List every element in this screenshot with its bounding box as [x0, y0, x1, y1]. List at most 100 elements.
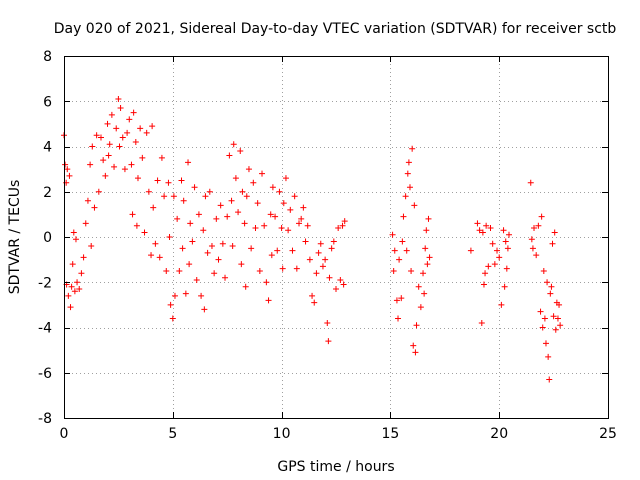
- data-point: [504, 245, 511, 252]
- data-point: [67, 304, 74, 311]
- data-point: [78, 270, 85, 277]
- data-point: [243, 193, 250, 200]
- data-point: [311, 299, 318, 306]
- data-point: [104, 120, 111, 127]
- data-point: [208, 243, 215, 250]
- data-point: [179, 245, 186, 252]
- data-point: [409, 145, 416, 152]
- data-point: [319, 263, 326, 270]
- data-point: [189, 238, 196, 245]
- data-point: [198, 292, 205, 299]
- data-point: [398, 295, 405, 302]
- data-point: [248, 245, 255, 252]
- data-point: [417, 304, 424, 311]
- data-point: [80, 254, 87, 261]
- data-point: [272, 213, 279, 220]
- data-point: [391, 247, 398, 254]
- data-point: [505, 231, 512, 238]
- data-point: [124, 129, 131, 136]
- data-point: [554, 315, 561, 322]
- data-point: [215, 256, 222, 263]
- data-point: [502, 238, 509, 245]
- data-point: [161, 193, 168, 200]
- data-point: [291, 193, 298, 200]
- data-point: [113, 125, 120, 132]
- data-point: [503, 265, 510, 272]
- data-point: [213, 215, 220, 222]
- data-point: [268, 252, 275, 259]
- data-point: [489, 240, 496, 247]
- data-point: [93, 132, 100, 139]
- data-point: [400, 213, 407, 220]
- data-point: [88, 243, 95, 250]
- data-point: [89, 143, 96, 150]
- data-point: [76, 286, 83, 293]
- data-point: [68, 283, 75, 290]
- data-point: [306, 256, 313, 263]
- data-point: [130, 109, 137, 116]
- data-point: [425, 215, 432, 222]
- data-point: [498, 301, 505, 308]
- data-point: [87, 161, 94, 168]
- data-point: [529, 245, 536, 252]
- data-point: [328, 245, 335, 252]
- data-point: [158, 154, 165, 161]
- y-tick-label: -4: [38, 321, 52, 337]
- data-point: [254, 200, 261, 207]
- data-point: [410, 342, 417, 349]
- data-point: [415, 283, 422, 290]
- data-point: [211, 270, 218, 277]
- data-point: [333, 286, 339, 293]
- data-point: [393, 297, 400, 304]
- data-point: [235, 209, 242, 216]
- data-point: [72, 236, 79, 243]
- data-point: [265, 297, 272, 304]
- data-point: [422, 245, 429, 252]
- data-point: [97, 134, 104, 141]
- data-point: [65, 292, 72, 299]
- data-point: [250, 179, 257, 186]
- x-tick-label: 20: [490, 426, 508, 442]
- data-point: [405, 159, 412, 166]
- data-point: [421, 290, 428, 297]
- data-point: [154, 177, 161, 184]
- data-point: [535, 222, 542, 229]
- data-point: [548, 283, 555, 290]
- data-point: [242, 283, 249, 290]
- data-point: [169, 315, 176, 322]
- data-point: [69, 261, 76, 268]
- data-point: [108, 111, 115, 118]
- data-point: [239, 188, 246, 195]
- x-axis-label: GPS time / hours: [277, 459, 394, 475]
- data-point: [539, 324, 546, 331]
- data-point: [149, 123, 156, 130]
- data-point: [178, 177, 185, 184]
- y-tick-label: 0: [43, 230, 52, 246]
- y-tick-label: 6: [43, 94, 52, 110]
- data-point: [424, 261, 431, 268]
- data-point: [494, 247, 501, 254]
- y-tick-label: -2: [38, 275, 52, 291]
- data-point: [399, 238, 406, 245]
- data-point: [426, 254, 433, 261]
- data-point: [274, 247, 281, 254]
- data-point: [186, 261, 193, 268]
- data-point: [491, 261, 498, 268]
- data-point: [402, 193, 409, 200]
- data-point: [403, 247, 410, 254]
- data-point: [500, 227, 507, 234]
- data-point: [193, 276, 200, 283]
- data-point: [121, 166, 128, 173]
- data-point: [293, 265, 300, 272]
- data-point: [180, 197, 187, 204]
- data-point: [501, 283, 508, 290]
- data-point: [202, 193, 209, 200]
- data-point: [74, 279, 81, 286]
- chart-title: Day 020 of 2021, Sidereal Day-to-day VTE…: [54, 21, 617, 37]
- data-point: [395, 315, 402, 322]
- data-point: [545, 353, 552, 360]
- data-point: [478, 319, 485, 326]
- data-point: [289, 247, 296, 254]
- data-point: [302, 238, 309, 245]
